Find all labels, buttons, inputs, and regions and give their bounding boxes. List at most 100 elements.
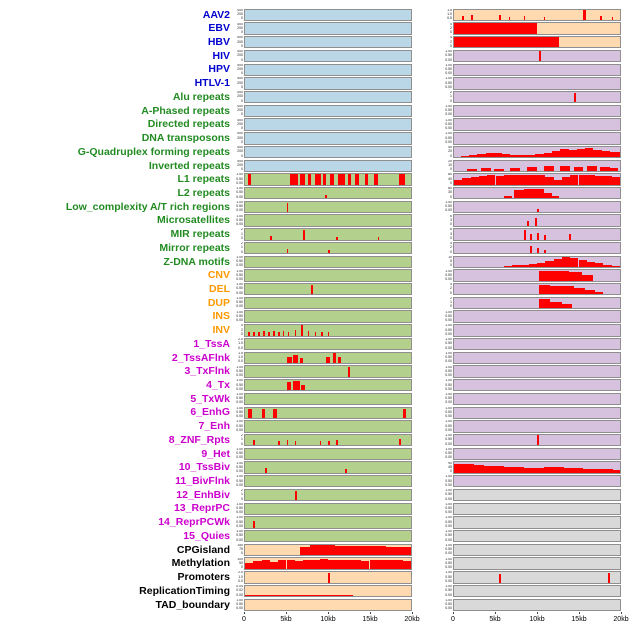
track-right xyxy=(453,36,621,49)
y-tick-label: 1.00 xyxy=(445,118,452,122)
track-left xyxy=(244,392,412,406)
y-axis-ticks: 400 200 0 xyxy=(230,9,244,21)
data-bar xyxy=(299,174,305,185)
data-bar xyxy=(611,16,614,21)
y-tick-label: 0 xyxy=(450,235,452,240)
track-right xyxy=(453,543,621,557)
track-right xyxy=(453,475,621,488)
data-bar xyxy=(468,155,478,158)
track-right xyxy=(453,529,621,543)
track-left xyxy=(244,406,412,419)
y-tick-label: 200 xyxy=(237,108,243,113)
y-axis-ticks: 1.00 0.50 0.00 xyxy=(439,352,453,364)
data-bar xyxy=(523,467,534,473)
data-bar xyxy=(278,559,287,569)
data-bar xyxy=(324,194,327,199)
y-tick-label: 1.00 xyxy=(445,434,452,438)
track-right xyxy=(453,200,621,214)
data-bar xyxy=(528,174,537,185)
data-bar xyxy=(328,560,337,569)
y-tick-label: 1.00 xyxy=(236,214,243,218)
y-tick-label: 1.00 xyxy=(445,351,452,355)
y-tick-label: 1.00 xyxy=(236,406,243,410)
y-tick-label: 0 xyxy=(450,30,452,35)
y-tick-label: 0.00 xyxy=(236,523,243,528)
track-row: MIR repeats 2 1 0 6 3 0 xyxy=(0,228,621,242)
data-bar xyxy=(293,381,300,391)
y-tick-label: 40 xyxy=(448,176,452,181)
data-bar xyxy=(551,195,559,199)
row-label: 12_EnhBiv xyxy=(176,488,230,501)
y-tick-label: 4 xyxy=(241,324,243,328)
track-row: 14_ReprPCWk 1.00 0.50 0.00 1.00 0.50 0.00 xyxy=(0,516,621,530)
y-axis-ticks: 150 75 0 xyxy=(230,544,244,556)
y-axis-ticks: 1.00 0.50 0.00 xyxy=(439,544,453,556)
y-tick-label: 1.00 xyxy=(236,461,243,465)
y-tick-label: 1.00 xyxy=(445,132,452,136)
y-tick-label: 0.00 xyxy=(445,331,452,336)
data-bar xyxy=(462,16,464,21)
y-tick-label: 200 xyxy=(237,39,243,44)
row-label: 1_TssA xyxy=(193,337,230,350)
data-bar xyxy=(611,176,620,185)
x-tick-mark xyxy=(537,611,538,615)
row-label: Mirror repeats xyxy=(159,241,230,254)
track-right xyxy=(453,461,621,474)
y-tick-label: 0.00 xyxy=(445,57,452,62)
track-row: Microsatellites 1.00 0.50 0.00 6 3 0 xyxy=(0,214,621,228)
track-row: 6_EnhG 1.00 0.50 0.00 1.00 0.50 0.00 xyxy=(0,406,621,420)
track-right xyxy=(453,241,621,255)
track-left xyxy=(244,214,412,227)
x-tick-label: 5kb xyxy=(280,615,292,623)
row-label: CPGisland xyxy=(176,543,230,556)
y-tick-label: 0.0 xyxy=(238,345,243,350)
row-label: 14_ReprPCWk xyxy=(158,516,230,529)
data-bar xyxy=(347,174,352,185)
data-bar xyxy=(543,249,546,254)
y-tick-label: 1.00 xyxy=(445,516,452,520)
data-bar xyxy=(336,440,339,446)
data-bar xyxy=(537,262,546,267)
y-tick-label: 1.00 xyxy=(236,255,243,259)
track-right xyxy=(453,173,621,186)
data-bar xyxy=(503,175,513,185)
track-left xyxy=(244,104,412,118)
y-tick-label: 0.00 xyxy=(445,496,452,501)
y-tick-label: 1.00 xyxy=(236,310,243,314)
track-right xyxy=(453,255,621,268)
y-axis-ticks: 1.00 0.50 0.00 xyxy=(230,173,244,185)
data-bar xyxy=(314,174,321,185)
data-bar xyxy=(332,352,336,363)
data-bar xyxy=(538,270,554,281)
data-bar xyxy=(573,468,584,473)
y-tick-label: 1.00 xyxy=(445,324,452,328)
track-right xyxy=(453,8,621,22)
y-tick-label: 0.00 xyxy=(445,277,452,282)
row-label: INS xyxy=(212,310,230,323)
y-tick-label: 80 xyxy=(448,173,452,177)
data-bar xyxy=(344,559,353,569)
track-row: 5_TxWk 1.00 0.50 0.00 1.00 0.50 0.00 xyxy=(0,392,621,406)
data-bar xyxy=(454,463,464,473)
y-axis-ticks: 2.0 1.0 0.0 xyxy=(230,571,244,583)
data-bar xyxy=(600,167,611,171)
data-bar xyxy=(530,246,533,254)
track-right xyxy=(453,159,621,172)
data-bar xyxy=(369,559,378,569)
data-bar xyxy=(538,285,551,295)
y-tick-label: 0.00 xyxy=(445,126,452,131)
y-tick-label: 0 xyxy=(450,43,452,48)
data-bar xyxy=(601,151,611,158)
y-tick-label: 0 xyxy=(241,112,243,117)
row-label: HIV xyxy=(212,49,230,62)
data-bar xyxy=(523,188,534,199)
data-bar xyxy=(528,263,537,267)
track-left xyxy=(244,571,412,584)
track-row: HIV 400 200 0 1.00 0.50 0.00 xyxy=(0,49,621,63)
y-tick-label: 0 xyxy=(450,167,452,172)
data-bar xyxy=(561,257,571,267)
row-label: 7_Enh xyxy=(198,420,230,433)
y-tick-label: 1.00 xyxy=(445,475,452,479)
y-tick-label: 1.00 xyxy=(236,598,243,602)
